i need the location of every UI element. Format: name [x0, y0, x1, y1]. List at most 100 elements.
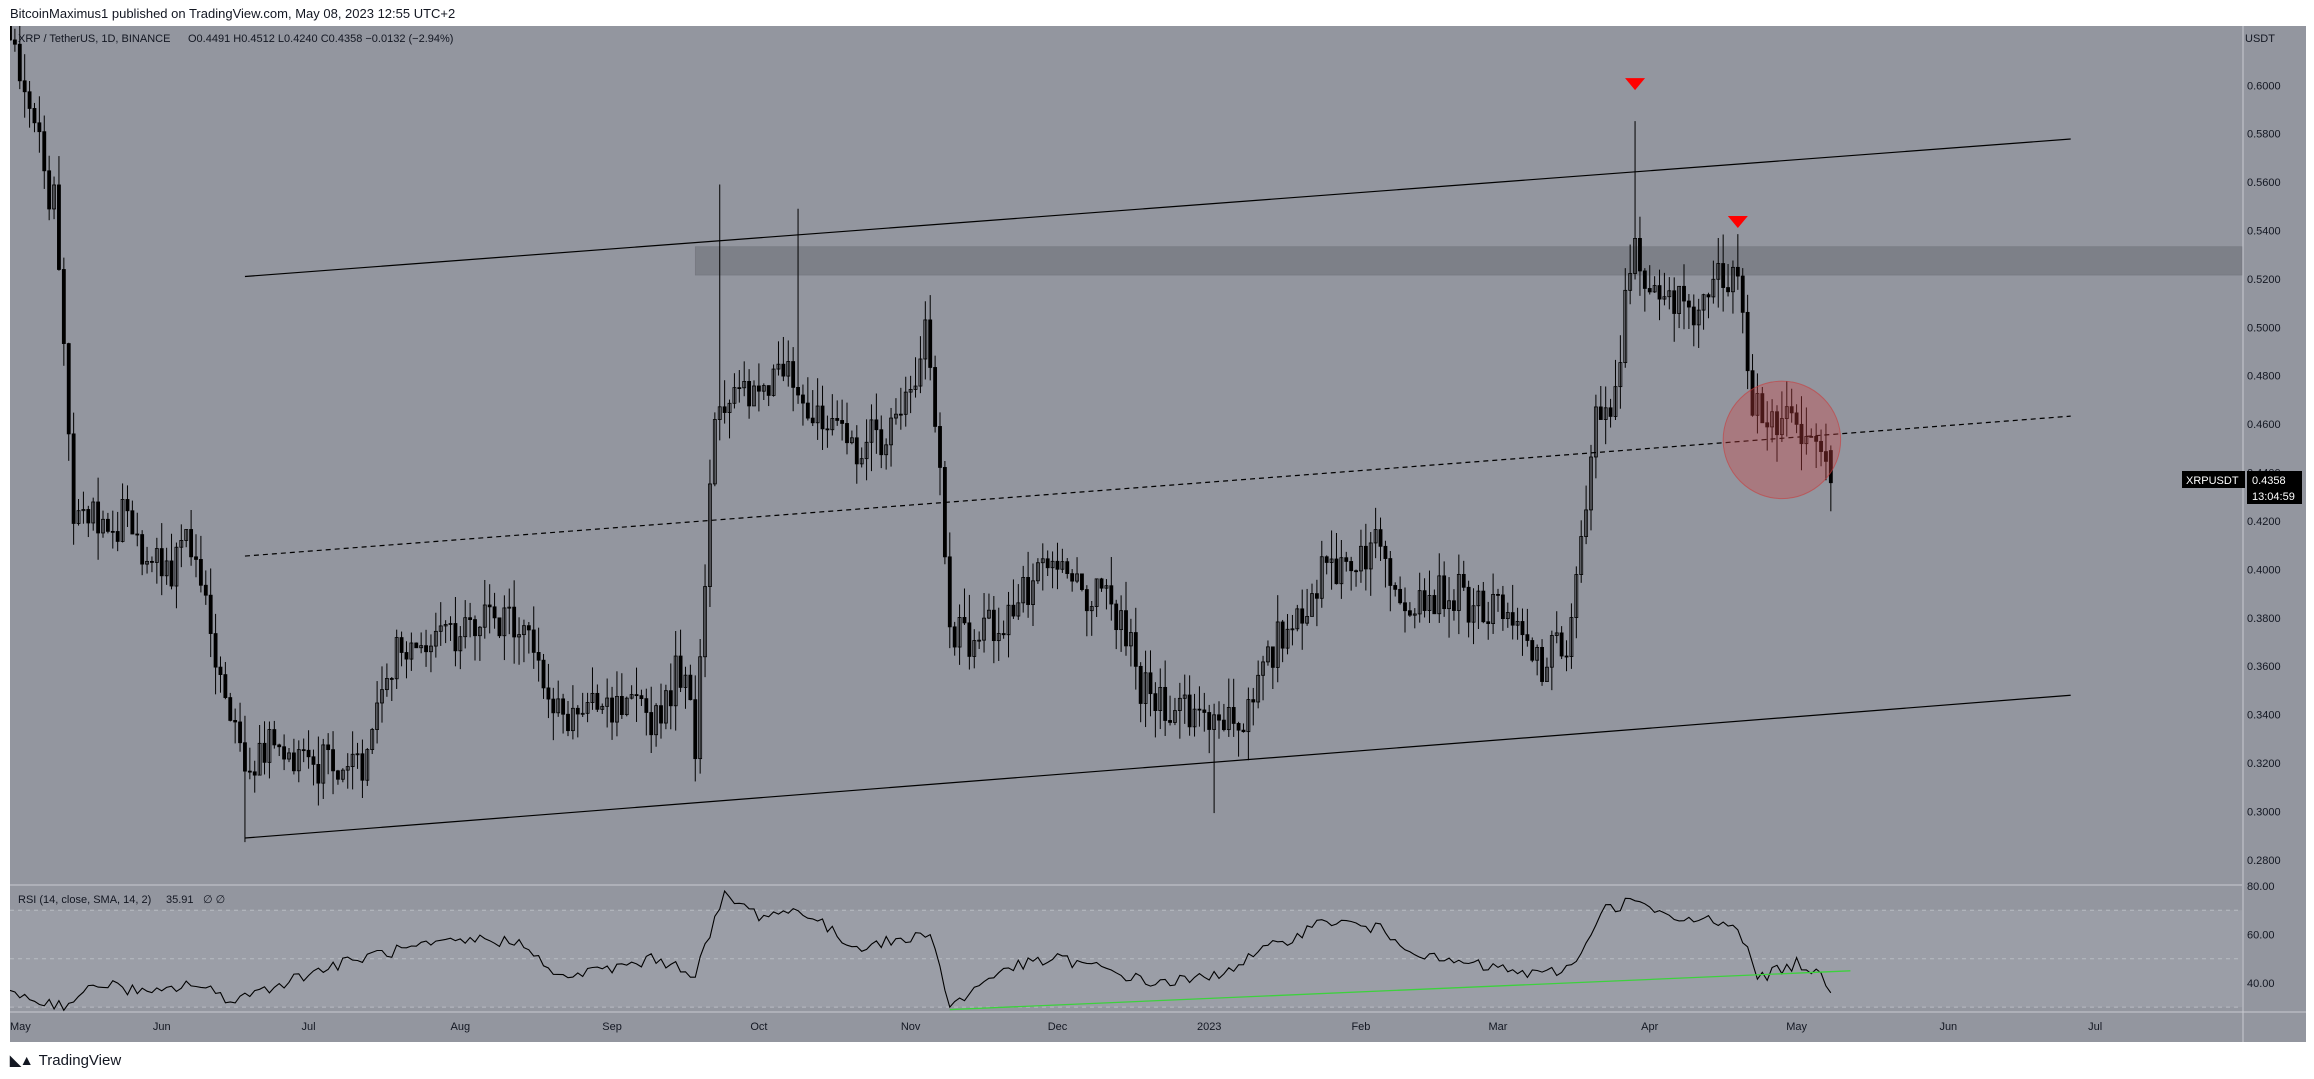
candle: [1721, 234, 1726, 312]
candle-body: [321, 744, 326, 784]
candle: [859, 447, 864, 468]
candle: [732, 373, 737, 409]
candle: [977, 631, 982, 649]
candle: [42, 115, 47, 189]
footer-brand[interactable]: TradingView: [38, 1052, 122, 1069]
candle: [1241, 723, 1246, 733]
chart-frame[interactable]: 0.6000 0.5800 0.5600 0.5400 0.5200 0.5000 0.48…: [10, 26, 2306, 1042]
candle: [208, 568, 213, 658]
candle: [1642, 268, 1647, 312]
candle-body: [1623, 289, 1628, 364]
candle: [771, 364, 776, 397]
candle-body: [179, 540, 184, 548]
candle-body: [570, 707, 575, 732]
candle: [10, 26, 12, 41]
candle-body: [849, 437, 854, 444]
candle: [1031, 563, 1035, 627]
candle-body: [1682, 285, 1686, 302]
price-tick-label: 0.5800: [2247, 129, 2281, 141]
candle-body: [629, 694, 634, 699]
candle-body: [781, 363, 786, 377]
candle: [502, 595, 507, 661]
time-tick-label: Jul: [2088, 1021, 2102, 1033]
candle: [1354, 569, 1358, 587]
candle-body: [1633, 238, 1637, 274]
candle-body: [340, 769, 345, 780]
candle: [1716, 238, 1721, 308]
candle: [952, 621, 957, 656]
price-tick-label: 0.4000: [2247, 564, 2281, 576]
candle-body: [101, 518, 105, 534]
candle: [433, 612, 438, 658]
candle-body: [1701, 294, 1706, 311]
candle: [987, 593, 991, 620]
candle-body: [908, 388, 913, 393]
candle: [913, 357, 918, 398]
candle: [37, 96, 42, 153]
candle: [942, 461, 947, 565]
candle: [717, 184, 722, 441]
candle-body: [605, 697, 610, 707]
candle: [287, 748, 291, 763]
candle: [1481, 581, 1486, 624]
tradingview-chart[interactable]: 0.6000 0.5800 0.5600 0.5400 0.5200 0.5000 0.48…: [10, 26, 2306, 1042]
candle: [189, 510, 194, 566]
candle-body: [468, 617, 473, 620]
candle: [1305, 588, 1310, 626]
candle-body: [1075, 573, 1079, 582]
candle-body: [693, 699, 698, 760]
candle: [399, 631, 404, 667]
candle: [605, 678, 610, 728]
candle-body: [1197, 708, 1202, 711]
candle: [1672, 277, 1677, 342]
candle-body: [1456, 573, 1461, 611]
candle-body: [854, 437, 859, 465]
candle-body: [238, 721, 242, 744]
candle: [1050, 551, 1055, 589]
candle-body: [130, 510, 135, 535]
candle: [228, 692, 233, 722]
candle: [761, 383, 766, 401]
candle-body: [1070, 573, 1075, 582]
candle-body: [208, 594, 213, 634]
candle-body: [1819, 440, 1823, 452]
candle: [1569, 603, 1574, 669]
candle-body: [1280, 621, 1285, 649]
candle: [473, 615, 477, 661]
candle-body: [659, 705, 663, 724]
candle: [17, 26, 22, 90]
candle: [1496, 588, 1500, 612]
candle-body: [81, 509, 86, 512]
candle: [673, 631, 678, 731]
candle: [1510, 584, 1515, 640]
candle-body: [414, 642, 419, 649]
candle-body: [1540, 646, 1544, 682]
candle-body: [580, 712, 585, 715]
candle: [903, 376, 908, 427]
candle-body: [135, 533, 140, 536]
time-tick-label: Aug: [451, 1021, 471, 1033]
candle-body: [830, 418, 835, 431]
candle: [1691, 294, 1696, 347]
candle-body: [1403, 602, 1407, 612]
candle-body: [1775, 411, 1779, 436]
candle: [429, 634, 433, 673]
candle: [375, 681, 380, 744]
candle: [1765, 401, 1770, 451]
candle-body: [257, 742, 262, 776]
candle: [1407, 602, 1412, 617]
candle: [1099, 577, 1104, 592]
candle-body: [541, 659, 546, 689]
candle: [698, 639, 703, 774]
candle-body: [365, 749, 370, 781]
candle-body: [1290, 628, 1295, 631]
candle: [546, 663, 551, 719]
candle: [1755, 373, 1760, 434]
candle: [1647, 265, 1652, 295]
candle-body: [296, 749, 301, 772]
candle-body: [1094, 578, 1099, 607]
candle: [468, 602, 473, 638]
candle: [360, 739, 365, 798]
candle-body: [370, 729, 375, 750]
candle-body: [1182, 694, 1187, 699]
